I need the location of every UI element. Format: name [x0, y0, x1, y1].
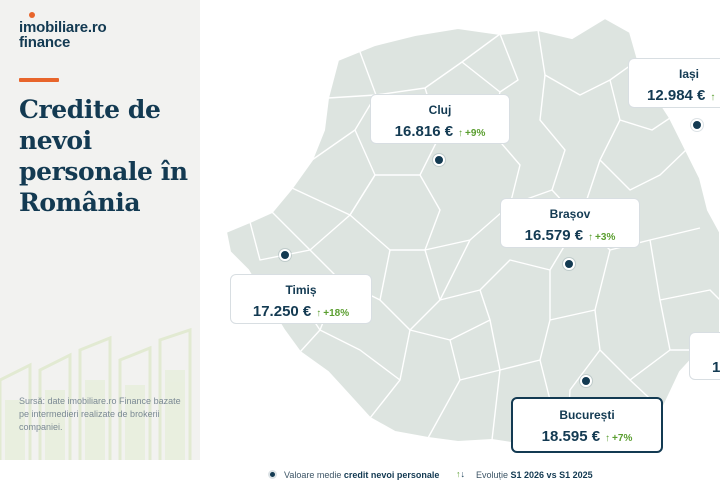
map-marker-iasi[interactable] — [691, 119, 703, 131]
map-marker-timis[interactable] — [279, 249, 291, 261]
city-card-partial[interactable]: 17 — [689, 332, 720, 380]
city-value: 17 — [712, 359, 720, 376]
city-card-cluj[interactable]: Cluj 16.816 € ↑ +9% — [370, 94, 510, 144]
city-card-timis[interactable]: Timiș 17.250 € ↑ +18% — [230, 274, 372, 324]
city-change: +9% — [465, 128, 486, 139]
logo-line2: finance — [19, 34, 71, 51]
city-value: 16.579 € — [524, 227, 584, 244]
map-legend: Valoare medie credit nevoi personale ↑↓ … — [0, 460, 720, 490]
city-change: +7% — [612, 433, 633, 444]
arrow-up-icon: ↑ — [710, 92, 716, 103]
arrow-up-icon: ↑ — [316, 308, 322, 319]
city-name: București — [559, 408, 615, 422]
accent-bar — [19, 78, 59, 82]
logo-dot-icon — [29, 12, 35, 18]
romania-county-map — [224, 16, 720, 448]
map-area: Cluj 16.816 € ↑ +9% Iași 12.984 € ↑ Brașov … — [200, 0, 720, 460]
city-name: Brașov — [549, 207, 591, 221]
legend-evolution-prefix: Evoluție — [476, 470, 511, 480]
city-change: +18% — [323, 308, 350, 319]
brand-logo[interactable]: imobiliare.ro finance — [19, 19, 107, 51]
map-marker-cluj[interactable] — [433, 154, 445, 166]
city-card-bucuresti[interactable]: București 18.595 € ↑ +7% — [511, 397, 663, 453]
city-value: 12.984 € — [647, 87, 706, 104]
source-note: Sursă: date imobiliare.ro Finance bazate… — [19, 396, 181, 432]
city-card-iasi[interactable]: Iași 12.984 € ↑ — [628, 58, 720, 108]
arrow-up-icon: ↑ — [605, 433, 611, 444]
city-name: Timiș — [285, 283, 317, 297]
city-change: +3% — [595, 232, 616, 243]
legend-trend-icon: ↑↓ — [456, 469, 465, 479]
city-value: 17.250 € — [252, 303, 312, 320]
map-marker-bucuresti[interactable] — [580, 375, 592, 387]
city-card-brasov[interactable]: Brașov 16.579 € ↑ +3% — [500, 198, 640, 248]
city-value: 16.816 € — [394, 123, 454, 140]
arrow-up-icon: ↑ — [458, 128, 464, 139]
legend-marker-label: Valoare medie credit nevoi personale — [284, 470, 439, 480]
city-value: 18.595 € — [541, 428, 601, 445]
legend-marker-prefix: Valoare medie — [284, 470, 344, 480]
logo-line1: imobiliare.ro — [19, 19, 107, 36]
legend-evolution-label: Evoluție S1 2026 vs S1 2025 — [476, 470, 593, 480]
city-name: Cluj — [428, 103, 452, 117]
legend-marker-icon — [268, 470, 277, 479]
left-panel: imobiliare.ro finance Credite de nevoi p… — [0, 0, 200, 460]
legend-marker-bold: credit nevoi personale — [343, 470, 440, 480]
city-name: Iași — [678, 67, 699, 81]
arrow-up-icon: ↑ — [588, 232, 594, 243]
city-skyline-illustration — [0, 327, 192, 460]
legend-evolution-bold: S1 2026 vs S1 2025 — [510, 470, 593, 480]
page-title: Credite de nevoi personale în România — [19, 95, 188, 217]
map-marker-brasov[interactable] — [563, 258, 575, 270]
